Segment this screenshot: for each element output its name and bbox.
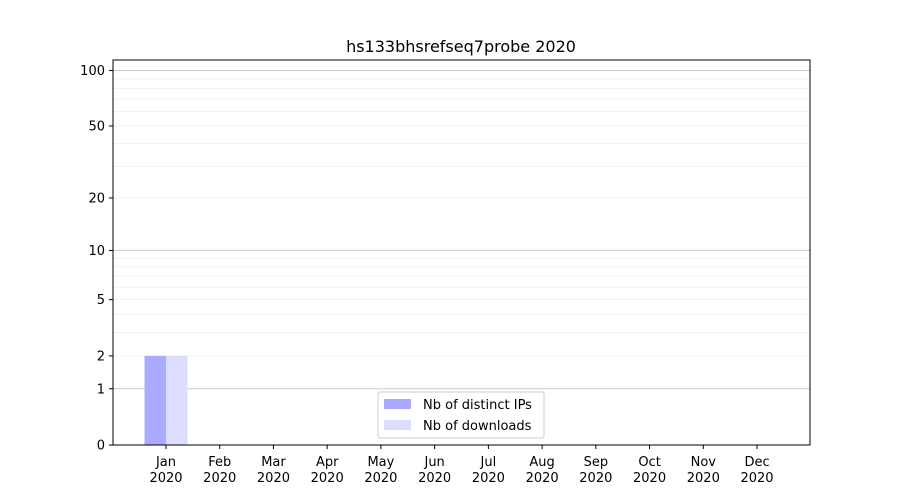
x-tick-label-year: 2020 — [526, 471, 559, 486]
x-tick-label-month: Sep — [584, 455, 609, 470]
legend-swatch-ips — [384, 399, 411, 409]
bar-distinct-ips — [144, 355, 166, 445]
y-tick-label: 1 — [97, 382, 105, 397]
x-axis: Jan2020Feb2020Mar2020Apr2020May2020Jun20… — [149, 445, 774, 486]
x-tick-label-year: 2020 — [203, 471, 236, 486]
chart-title: hs133bhsrefseq7probe 2020 — [346, 37, 576, 56]
x-tick-label-year: 2020 — [418, 471, 451, 486]
x-tick-label-year: 2020 — [364, 471, 397, 486]
x-tick-label-year: 2020 — [149, 471, 182, 486]
x-tick-label-year: 2020 — [740, 471, 773, 486]
legend-label-ips: Nb of distinct IPs — [423, 398, 532, 413]
x-tick-label-month: Nov — [691, 455, 717, 470]
x-tick-label-month: Aug — [529, 455, 554, 470]
x-tick-label-year: 2020 — [633, 471, 666, 486]
legend-label-downloads: Nb of downloads — [423, 419, 532, 434]
grid — [113, 70, 810, 390]
x-tick-label-year: 2020 — [579, 471, 612, 486]
y-tick-label: 2 — [97, 349, 105, 364]
x-tick-label-month: Jul — [480, 455, 497, 470]
y-tick-label: 0 — [97, 439, 105, 454]
y-tick-label: 10 — [88, 244, 105, 259]
x-tick-label-year: 2020 — [687, 471, 720, 486]
plot-frame — [112, 59, 811, 446]
x-tick-label-year: 2020 — [257, 471, 290, 486]
x-tick-label-month: Jan — [155, 455, 176, 470]
x-tick-label-year: 2020 — [311, 471, 344, 486]
x-tick-label-month: Jun — [423, 455, 444, 470]
y-tick-label: 20 — [88, 191, 105, 206]
bars — [144, 355, 188, 445]
x-tick-label-month: Dec — [744, 455, 769, 470]
y-axis: 0 1 2 5 10 20 50 100 — [80, 64, 113, 454]
bar-downloads — [166, 355, 188, 445]
y-tick-label: 50 — [88, 119, 105, 134]
y-tick-label: 100 — [80, 64, 105, 79]
x-tick-label-month: May — [367, 455, 394, 470]
x-tick-label-month: Oct — [638, 455, 660, 470]
x-tick-label-year: 2020 — [472, 471, 505, 486]
y-tick-label: 5 — [97, 293, 105, 308]
legend-swatch-downloads — [384, 420, 411, 430]
x-tick-label-month: Feb — [208, 455, 231, 470]
x-tick-label-month: Mar — [261, 455, 286, 470]
x-tick-label-month: Apr — [316, 455, 339, 470]
legend: Nb of distinct IPs Nb of downloads — [377, 391, 545, 439]
